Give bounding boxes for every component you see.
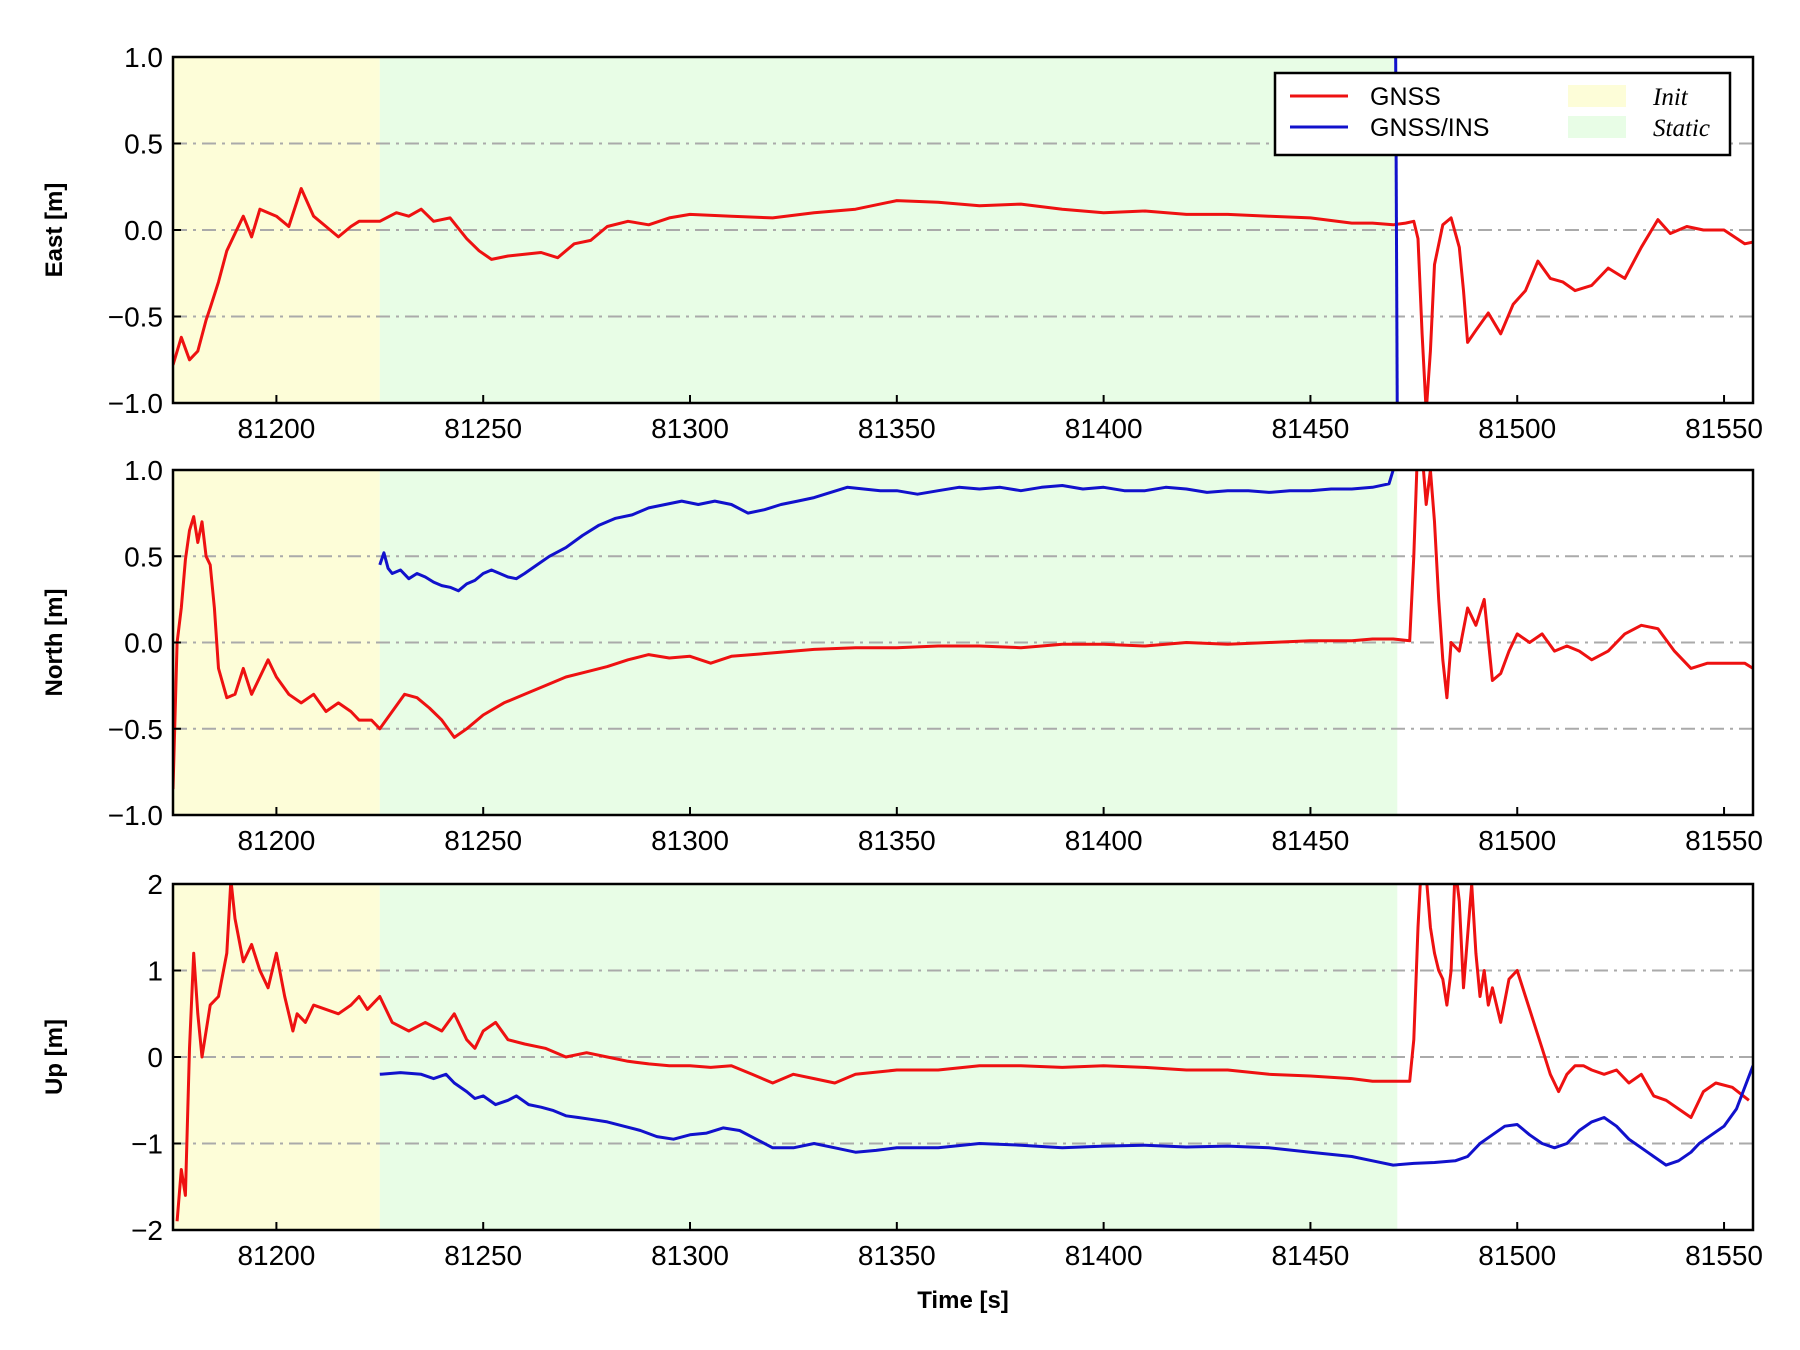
x-tick-label: 81550 [1685,1240,1763,1271]
x-tick-label: 81200 [237,825,315,856]
panel-1: −1.0 −0.5 0.0 0.5 1.0 81200 81250 81300 81350 814… [41,42,1763,444]
gnss-line [175,884,1750,1222]
legend-box [1273,71,1732,157]
x-tick-label: 81350 [858,1240,936,1271]
x-axis-title: Time [s] [917,1287,1009,1314]
y-tick-label: 0.0 [124,215,163,246]
y-tick-label: −1.0 [108,800,163,831]
y-tick-label: −2 [131,1215,163,1246]
y-tick-label: 2 [147,869,163,900]
y-tick-label: 0.0 [124,628,163,659]
y-tick-label: −1.0 [108,388,163,419]
y-axis-title: Up [m] [41,1019,68,1095]
x-tick-label: 81500 [1478,825,1556,856]
legend-label: Static [1653,115,1710,142]
series-group [173,470,1753,790]
x-tick-label: 81200 [237,413,315,444]
y-tick-label: −0.5 [108,714,163,745]
x-tick-label: 81400 [1065,825,1143,856]
y-tick-label: 0.5 [124,541,163,572]
y-tick-label: 0.5 [124,129,163,160]
legend-label: GNSS/INS [1370,114,1489,142]
y-axis-title: North [m] [41,589,68,697]
y-tick-label: −0.5 [108,302,163,333]
gnss-ins-line [379,1065,1753,1167]
x-tick-label: 81300 [651,825,729,856]
x-tick-label: 81300 [651,1240,729,1271]
x-tick-label: 81500 [1478,1240,1556,1271]
gnss-ins-line [378,470,1395,593]
y-tick-label: 1.0 [124,42,163,73]
x-tick-label: 81550 [1685,413,1763,444]
legend-label: GNSS [1370,83,1441,111]
gnss-line [173,470,1753,790]
x-tick-label: 81450 [1271,413,1349,444]
x-tick-label: 81400 [1065,413,1143,444]
x-tick-label: 81500 [1478,413,1556,444]
x-tick-label: 81400 [1065,1240,1143,1271]
legend-label: Init [1652,84,1689,111]
y-tick-label: −1 [131,1129,163,1160]
x-tick-label: 81250 [444,1240,522,1271]
gnss-line [173,187,1753,403]
legend-swatch [1568,85,1626,107]
panel-3: −2 −1 0 1 2 81200 81250 81300 81350 81400 81450 815… [41,869,1763,1271]
legend-swatch [1568,116,1626,138]
x-tick-label: 81250 [444,413,522,444]
x-tick-label: 81300 [651,413,729,444]
x-tick-label: 81200 [237,1240,315,1271]
x-tick-label: 81250 [444,825,522,856]
x-tick-label: 81350 [858,413,936,444]
panel-2: −1.0 −0.5 0.0 0.5 1.0 81200 81250 81300 81350 814… [41,455,1763,856]
x-tick-label: 81550 [1685,825,1763,856]
y-tick-label: 0 [147,1042,163,1073]
y-tick-label: 1.0 [124,455,163,486]
y-axis-title: East [m] [41,183,68,278]
x-tick-label: 81450 [1271,825,1349,856]
y-tick-label: 1 [147,956,163,987]
series-group [175,884,1753,1222]
legend: GNSS GNSS/INS Init Static [1273,71,1732,157]
x-tick-label: 81450 [1271,1240,1349,1271]
x-tick-label: 81350 [858,825,936,856]
